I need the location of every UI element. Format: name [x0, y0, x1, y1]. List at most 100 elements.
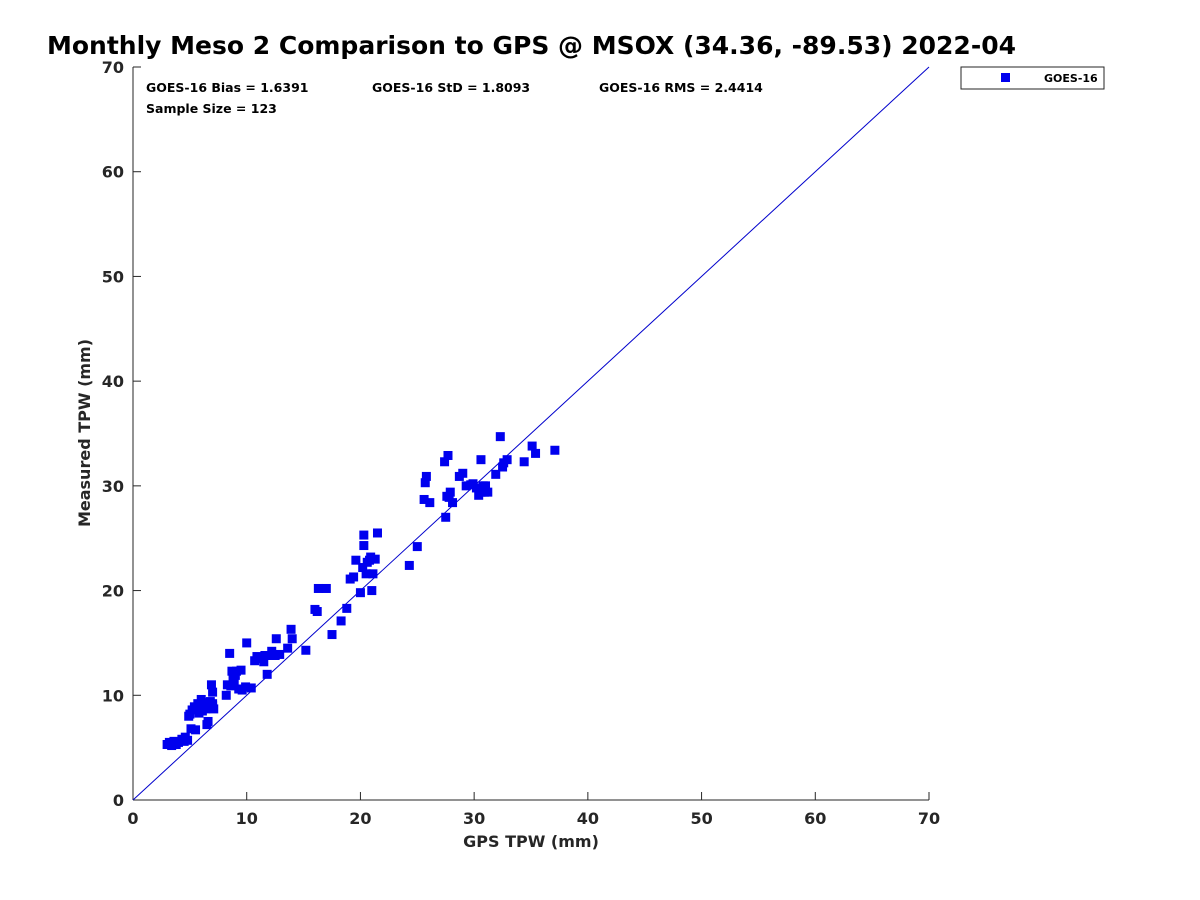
data-point [461, 481, 471, 491]
data-point [495, 432, 505, 442]
x-tick-label: 0 [127, 809, 138, 828]
x-tick-label: 30 [463, 809, 485, 828]
data-point [208, 699, 218, 709]
y-axis-label: Measured TPW (mm) [75, 339, 94, 527]
data-point [442, 491, 452, 501]
data-point [183, 735, 193, 745]
data-point [202, 700, 212, 710]
legend-box [960, 66, 1105, 90]
chart-title: Monthly Meso 2 Comparison to GPS @ MSOX … [47, 31, 1016, 60]
data-point [519, 457, 529, 467]
axis-ticks: 0 10 20 30 40 50 60 70 0 10 20 30 40 50 60 70 [102, 58, 940, 828]
legend-label: GOES-16 [1044, 72, 1098, 85]
data-point [404, 560, 414, 570]
data-point [270, 650, 280, 660]
data-point [208, 687, 218, 697]
y-tick-label: 70 [102, 58, 124, 77]
data-point [310, 604, 320, 614]
data-point [355, 588, 365, 598]
data-point [365, 555, 375, 565]
data-point [283, 643, 293, 653]
data-point [229, 678, 239, 688]
data-point [502, 455, 512, 465]
data-point [483, 487, 493, 497]
data-point [301, 645, 311, 655]
data-point [321, 583, 331, 593]
data-point [336, 616, 346, 626]
data-point [230, 670, 240, 680]
data-point [359, 530, 369, 540]
legend-marker-square-icon [1001, 73, 1010, 82]
data-point [236, 665, 246, 675]
y-tick-label: 60 [102, 163, 124, 182]
data-point [246, 683, 256, 693]
data-point [440, 457, 450, 467]
data-point [448, 498, 458, 508]
x-tick-label: 60 [804, 809, 826, 828]
data-point [242, 638, 252, 648]
rms-stat: GOES-16 RMS = 2.4414 [599, 80, 763, 95]
data-point [191, 725, 201, 735]
data-point [368, 569, 378, 579]
data-point [420, 478, 430, 488]
y-tick-label: 30 [102, 477, 124, 496]
data-point [197, 706, 207, 716]
data-point [241, 682, 251, 692]
plot-area: 0 10 20 30 40 50 60 70 0 10 20 30 40 50 60 70 [102, 58, 940, 828]
data-point [421, 471, 431, 481]
data-point [476, 455, 486, 465]
x-axis-label: GPS TPW (mm) [463, 832, 599, 851]
x-tick-label: 40 [577, 809, 599, 828]
data-point [286, 624, 296, 634]
data-point [361, 569, 371, 579]
data-point [271, 634, 281, 644]
data-point [186, 724, 196, 734]
data-point [262, 669, 272, 679]
data-point [367, 586, 377, 596]
data-point [359, 541, 369, 551]
data-point [527, 441, 537, 451]
data-point [370, 554, 380, 564]
data-point [260, 650, 270, 660]
x-tick-label: 50 [690, 809, 712, 828]
data-point [327, 630, 337, 640]
x-tick-label: 10 [236, 809, 258, 828]
data-point [206, 680, 216, 690]
data-point [441, 512, 451, 522]
data-point [342, 603, 352, 613]
y-tick-label: 20 [102, 582, 124, 601]
data-point [531, 448, 541, 458]
std-stat: GOES-16 StD = 1.8093 [372, 80, 530, 95]
data-point [358, 563, 368, 573]
data-point [443, 450, 453, 460]
data-point [478, 481, 488, 491]
bias-stat: GOES-16 Bias = 1.6391 [146, 80, 308, 95]
data-point [225, 648, 235, 658]
data-point [458, 468, 468, 478]
data-point [372, 528, 382, 538]
y-tick-label: 10 [102, 686, 124, 705]
data-point [412, 542, 422, 552]
sample-size-stat: Sample Size = 123 [146, 101, 277, 116]
data-point [349, 572, 359, 582]
data-point [419, 494, 429, 504]
y-tick-label: 50 [102, 267, 124, 286]
data-point [203, 716, 213, 726]
data-point [252, 652, 262, 662]
data-point [351, 555, 361, 565]
x-tick-label: 20 [349, 809, 371, 828]
data-points [162, 432, 560, 751]
data-point [221, 690, 231, 700]
x-tick-label: 70 [918, 809, 940, 828]
data-point [209, 704, 219, 714]
legend: GOES-16 [960, 66, 1105, 90]
data-point [313, 583, 323, 593]
data-point [275, 649, 285, 659]
y-tick-label: 0 [113, 791, 124, 810]
data-point [287, 634, 297, 644]
data-point [550, 445, 560, 455]
data-point [425, 498, 435, 508]
data-point [491, 469, 501, 479]
data-point [259, 657, 269, 667]
